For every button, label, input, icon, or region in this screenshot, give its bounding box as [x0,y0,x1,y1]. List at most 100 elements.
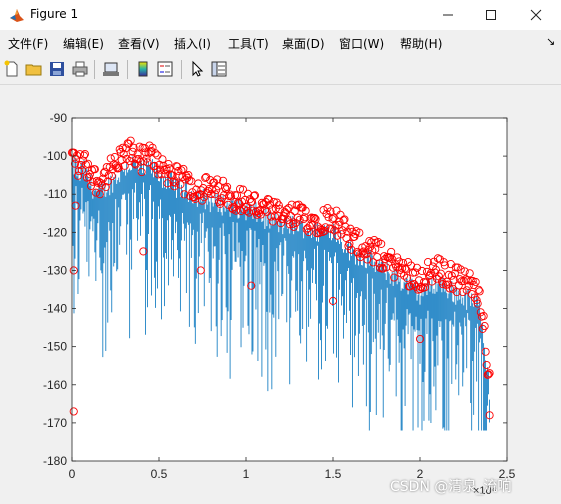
data-marker [207,190,216,199]
data-marker [420,283,430,292]
insert-legend-icon[interactable] [156,60,174,78]
data-marker [455,275,464,284]
y-tick-label: -120 [43,225,67,239]
data-marker [157,170,166,179]
x-tick-label: 0 [69,467,76,481]
data-marker [473,299,482,308]
data-marker [328,296,338,305]
menu-bar: 文件(F) 编辑(E) 查看(V) 插入(I) 工具(T) 桌面(D) 窗口(W… [0,30,561,54]
data-marker [162,164,171,173]
data-marker [485,411,494,420]
data-marker [362,250,371,259]
data-marker [178,172,187,182]
data-marker [315,227,324,236]
data-marker [130,159,139,168]
data-marker [444,270,453,279]
data-marker [311,215,320,224]
data-marker [181,175,190,184]
data-marker [406,282,415,291]
data-marker [321,223,330,232]
data-marker [283,216,292,225]
data-marker [142,154,151,163]
data-marker [268,217,277,226]
maximize-button[interactable] [468,0,514,30]
data-marker [393,253,402,262]
data-marker [139,247,148,256]
menu-desktop[interactable]: 桌面(D) [282,37,325,51]
data-marker [460,267,469,276]
x-axis: 0 0.5 1 1.5 2 2.5 [69,118,516,481]
data-marker [170,182,179,191]
data-marker [147,147,156,156]
data-marker [289,222,298,231]
data-marker [466,276,475,285]
data-marker [427,277,436,286]
data-marker [324,213,333,222]
y-tick-label: -170 [43,416,67,430]
data-marker [458,288,467,297]
menu-help[interactable]: 帮助(H) [400,37,443,51]
data-marker [264,195,273,204]
insert-colorbar-icon[interactable] [134,60,152,78]
x-tick-label: 1.5 [325,467,342,481]
data-marker [285,220,294,229]
data-marker [398,264,407,273]
data-marker [377,239,386,248]
watermark: CSDN @清泉_流响 [390,479,512,495]
data-marker [252,210,261,219]
data-marker [228,203,237,213]
property-inspector-icon[interactable] [210,60,228,78]
data-marker [270,212,279,221]
data-marker [475,287,484,296]
menu-view[interactable]: 查看(V) [118,37,160,51]
minimize-button[interactable] [425,0,471,30]
menu-window[interactable]: 窗口(W) [339,37,385,51]
y-axis: -180 -170 -160 -150 -140 -130 -120 -110 -100 -90 [43,111,507,468]
menu-file[interactable]: 文件(F) [8,37,49,51]
data-marker [176,180,185,189]
circle-markers [67,136,494,420]
data-marker [471,277,480,287]
data-marker [341,222,350,231]
menubar-overflow-arrow[interactable]: ↘ [546,35,556,48]
data-marker [104,171,113,180]
data-marker [146,148,155,157]
open-file-icon[interactable] [25,60,43,78]
data-marker [345,239,354,248]
link-plot-icon[interactable] [102,60,120,78]
data-marker [326,207,335,216]
save-icon[interactable] [48,60,66,78]
data-marker [129,143,138,152]
data-marker [83,159,92,168]
print-icon[interactable] [71,60,89,78]
data-marker [101,182,110,192]
axes-box [71,117,508,462]
data-marker [211,190,220,199]
data-marker [250,191,259,200]
data-marker [464,282,473,291]
data-marker [140,143,149,153]
data-marker [70,159,80,168]
data-marker [80,149,89,159]
close-icon [530,9,542,21]
data-marker [238,185,248,194]
new-figure-icon[interactable] [3,60,21,78]
data-marker [274,201,283,210]
data-marker [233,198,243,207]
data-marker [171,178,180,187]
close-button[interactable] [513,0,559,30]
maximize-icon [486,10,496,20]
data-marker [343,227,352,236]
data-marker [390,273,399,282]
edit-plot-arrow-icon[interactable] [188,60,206,78]
data-marker [329,213,338,222]
data-marker [121,144,130,153]
data-marker [485,369,494,378]
menu-insert[interactable]: 插入(I) [174,37,211,51]
data-marker [79,151,88,160]
data-marker [196,266,205,275]
menu-edit[interactable]: 编辑(E) [63,37,104,51]
data-marker [102,162,111,172]
data-marker [126,136,135,145]
menu-tools[interactable]: 工具(T) [228,37,269,51]
